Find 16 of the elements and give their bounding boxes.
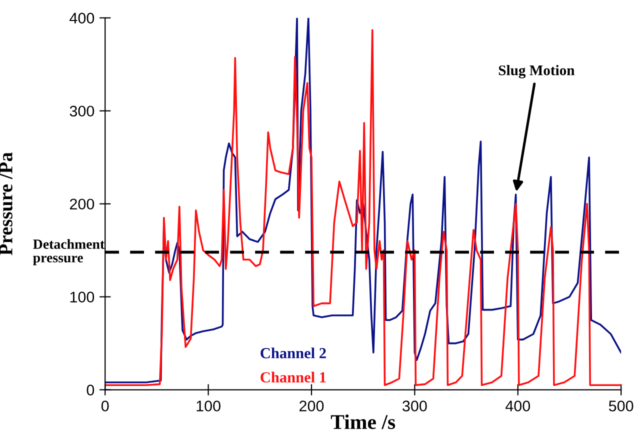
y-tick-label: 100 [70, 292, 94, 302]
y-tick-label: 400 [70, 12, 94, 24]
ref-line-label: Detachment pressure [33, 239, 105, 266]
text: Channel 1 [260, 372, 326, 382]
x-axis-title: Time /s [330, 414, 396, 430]
x-tick-label: 0 [101, 400, 109, 412]
x-tick-label: 400 [505, 400, 530, 412]
x-tick-label: 300 [402, 400, 427, 412]
y-tick-label: 300 [70, 106, 94, 117]
annotation: Slug Motion [498, 64, 575, 78]
x-tick-label: 200 [300, 400, 324, 412]
y-tick-label: 200 [70, 198, 94, 210]
x-tick-label: 100 [196, 400, 220, 412]
x-tick-label: 500 [608, 400, 634, 412]
text: Channel 2 [260, 348, 326, 358]
y-tick-label: 0 [86, 384, 94, 396]
